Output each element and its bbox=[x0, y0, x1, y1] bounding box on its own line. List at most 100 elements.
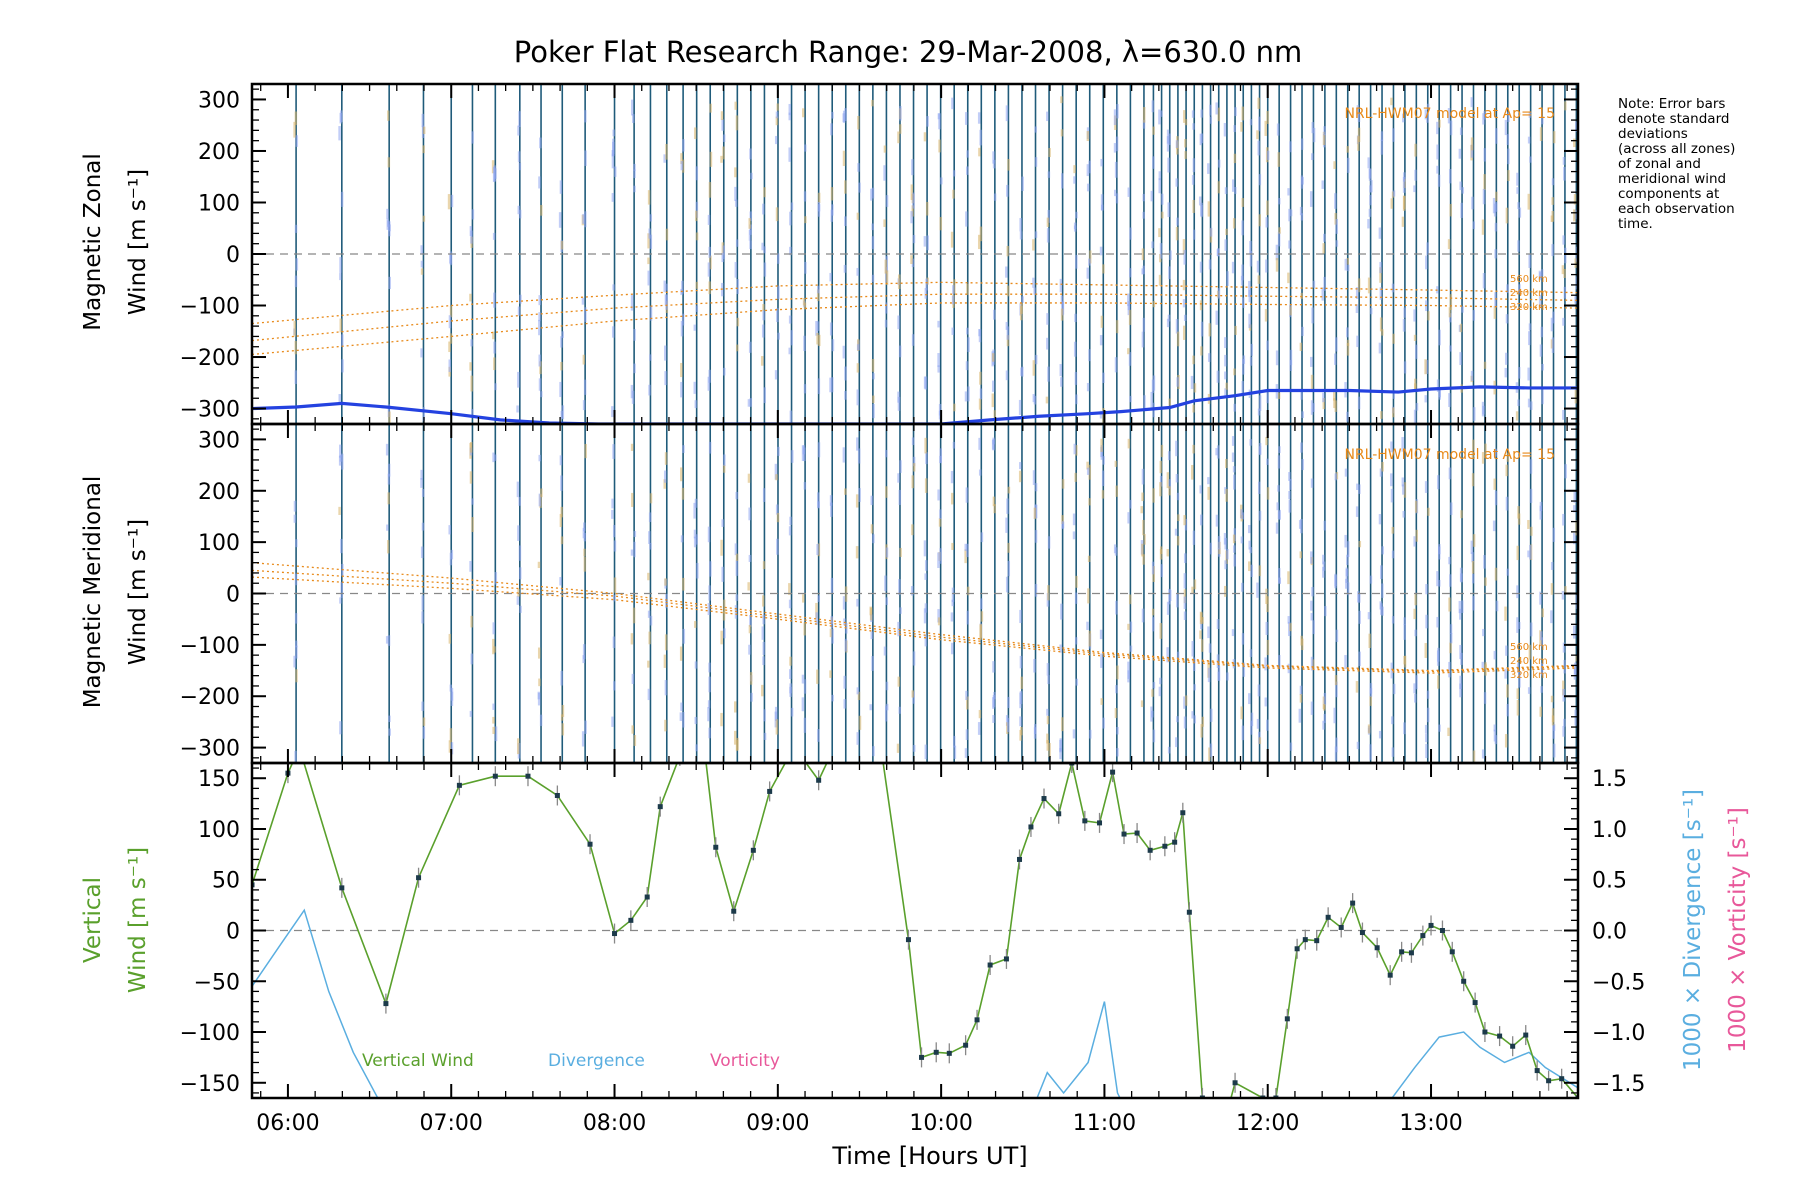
zone-marker bbox=[694, 498, 698, 508]
zone-marker bbox=[695, 166, 699, 181]
zone-marker bbox=[539, 137, 542, 149]
zone-marker bbox=[939, 509, 942, 519]
zone-marker bbox=[791, 450, 794, 463]
zone-marker bbox=[1562, 235, 1565, 245]
zone-marker bbox=[561, 723, 565, 736]
zone-marker bbox=[630, 294, 634, 311]
vertical-wind-point bbox=[987, 962, 993, 968]
zone-marker bbox=[1232, 466, 1236, 473]
zone-marker bbox=[1424, 643, 1428, 658]
zone-marker bbox=[1449, 624, 1453, 635]
zone-marker bbox=[899, 547, 902, 557]
zone-marker bbox=[817, 442, 821, 458]
zone-marker bbox=[1034, 584, 1038, 597]
zone-marker bbox=[803, 335, 806, 352]
meridional-alt-label-560: 560 km bbox=[1510, 642, 1548, 653]
zone-marker bbox=[1142, 519, 1145, 536]
zone-marker bbox=[1007, 158, 1010, 171]
zone-marker bbox=[1240, 706, 1243, 720]
zone-marker bbox=[1494, 448, 1498, 457]
zone-marker bbox=[647, 572, 650, 581]
vertical-wind-point bbox=[1472, 1000, 1478, 1006]
zone-marker bbox=[1323, 276, 1326, 291]
zone-marker bbox=[1141, 331, 1145, 348]
zone-marker bbox=[1562, 513, 1565, 526]
chart-title: Poker Flat Research Range: 29-Mar-2008, … bbox=[514, 35, 1302, 69]
zone-marker bbox=[1482, 405, 1485, 415]
zone-marker bbox=[1200, 109, 1203, 118]
zone-marker bbox=[1529, 459, 1533, 474]
zone-marker bbox=[1233, 368, 1236, 376]
zone-marker bbox=[1392, 390, 1396, 399]
zone-marker bbox=[1573, 209, 1576, 222]
zone-marker bbox=[899, 124, 902, 134]
zone-marker bbox=[1438, 724, 1441, 732]
zone-marker bbox=[1540, 637, 1544, 647]
vertical-wind-point bbox=[1408, 950, 1414, 956]
zone-marker bbox=[1257, 684, 1261, 697]
zone-marker bbox=[992, 159, 996, 169]
zone-marker bbox=[1561, 590, 1565, 600]
zone-marker bbox=[1234, 325, 1237, 335]
zone-marker bbox=[1402, 172, 1406, 182]
zone-marker bbox=[449, 251, 453, 266]
zone-marker bbox=[790, 202, 794, 211]
zone-marker bbox=[1226, 548, 1229, 560]
y-tick-label: 300 bbox=[198, 88, 240, 113]
zone-marker bbox=[924, 573, 927, 580]
zone-marker bbox=[1528, 331, 1531, 346]
zone-marker bbox=[1447, 727, 1450, 737]
zone-marker bbox=[1250, 564, 1253, 578]
zone-marker bbox=[1401, 216, 1405, 227]
zone-marker bbox=[912, 456, 916, 467]
zone-marker bbox=[540, 204, 543, 216]
zone-marker bbox=[538, 678, 541, 687]
note-line-4: (across all zones) bbox=[1618, 141, 1735, 157]
vertical-wind-point bbox=[339, 885, 345, 891]
zone-marker bbox=[937, 617, 941, 626]
zone-marker bbox=[1200, 619, 1203, 630]
zone-marker bbox=[1175, 319, 1179, 334]
zone-marker bbox=[1311, 307, 1314, 324]
zone-marker bbox=[1019, 716, 1022, 727]
y2-tick-label: 0.5 bbox=[1592, 869, 1627, 894]
zone-marker bbox=[293, 121, 296, 138]
zone-marker bbox=[663, 280, 667, 293]
zone-marker bbox=[1258, 565, 1262, 577]
zone-marker bbox=[582, 655, 585, 664]
zone-marker bbox=[420, 245, 423, 255]
zone-marker bbox=[953, 403, 956, 412]
zone-marker bbox=[559, 513, 563, 528]
zone-marker bbox=[611, 406, 614, 418]
zone-marker bbox=[1192, 123, 1195, 130]
zone-marker bbox=[1436, 379, 1440, 392]
zone-marker bbox=[1158, 274, 1162, 286]
zone-marker bbox=[910, 184, 914, 200]
note-line-7: components at bbox=[1618, 186, 1719, 202]
zone-marker bbox=[1087, 588, 1090, 604]
zone-marker bbox=[1207, 201, 1211, 217]
zone-marker bbox=[829, 322, 833, 336]
y-tick-label: −300 bbox=[180, 737, 240, 762]
zone-marker bbox=[708, 182, 712, 198]
zone-marker bbox=[560, 361, 563, 371]
zone-marker bbox=[680, 381, 683, 398]
zone-marker bbox=[1217, 159, 1221, 168]
zone-marker bbox=[420, 268, 424, 275]
zone-marker bbox=[789, 410, 793, 425]
y-tick-label: −200 bbox=[180, 346, 240, 371]
zone-marker bbox=[340, 582, 344, 598]
zone-marker bbox=[1168, 479, 1171, 489]
zone-marker bbox=[843, 699, 846, 709]
zone-marker bbox=[964, 549, 967, 564]
zone-marker bbox=[1006, 285, 1010, 297]
zone-marker bbox=[1414, 594, 1417, 606]
zone-marker bbox=[1127, 348, 1130, 355]
zone-marker bbox=[1248, 313, 1251, 329]
zone-marker bbox=[559, 577, 562, 586]
zone-marker bbox=[663, 654, 667, 668]
zone-marker bbox=[1142, 265, 1145, 275]
zone-marker bbox=[471, 517, 474, 533]
zone-marker bbox=[695, 534, 698, 545]
zone-marker bbox=[708, 441, 712, 454]
